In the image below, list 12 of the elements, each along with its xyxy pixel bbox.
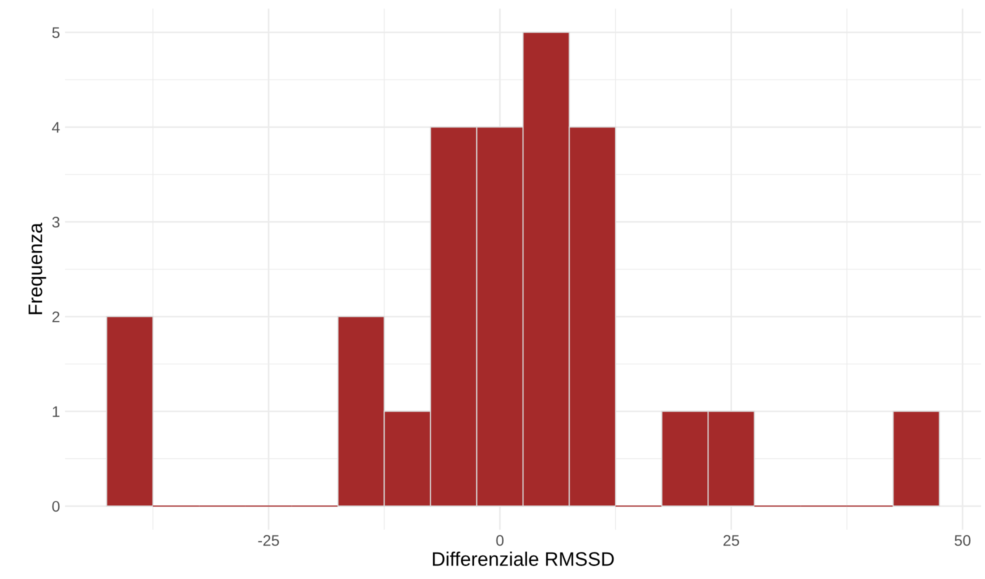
x-tick-label: -25 [258,535,279,546]
x-axis-title: Differenziale RMSSD [432,552,614,566]
y-tick-label: 5 [52,27,60,38]
x-tick-label: 50 [954,535,970,546]
y-axis-title: Frequenza [28,222,46,314]
x-tick-label: 25 [724,535,740,546]
y-tick-label: 0 [52,500,60,512]
x-tick-label: 0 [496,535,504,546]
y-tick-label: 1 [52,406,60,417]
y-tick-label: 3 [52,216,60,228]
y-tick-label: 4 [52,122,60,133]
y-tick-label: 2 [52,311,60,322]
